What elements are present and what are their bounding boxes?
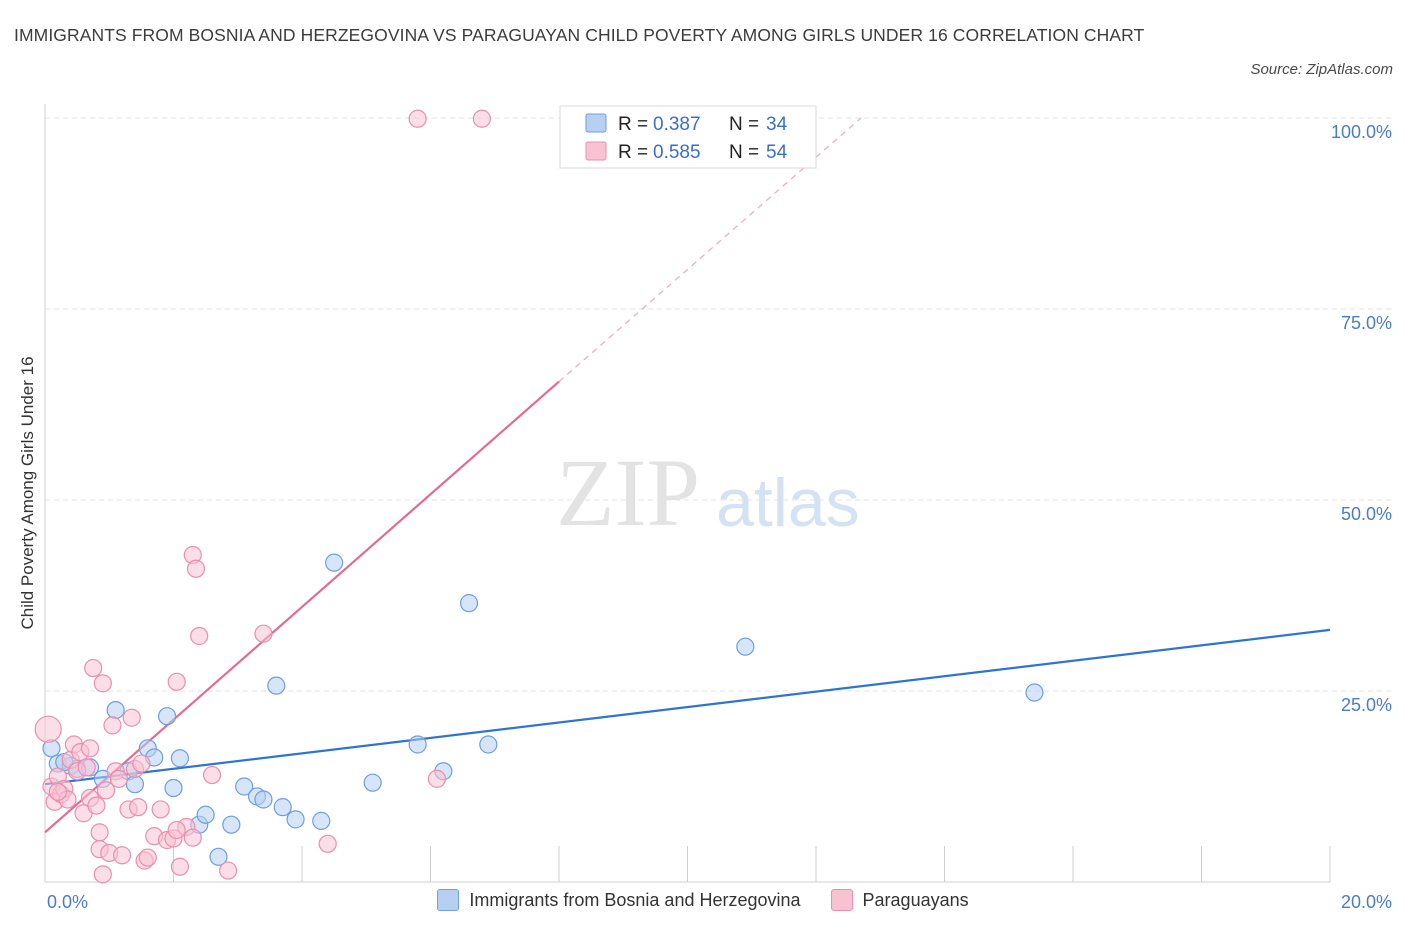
point-paraguayans — [254, 624, 273, 643]
watermark-atlas: atlas — [716, 465, 860, 541]
legend-label-bosnia: Immigrants from Bosnia and Herzegovina — [469, 889, 801, 910]
point-bosnia — [736, 637, 755, 656]
trend-line-bosnia — [44, 628, 1331, 786]
point-bosnia — [312, 811, 331, 830]
series-legend: Immigrants from Bosnia and Herzegovina P… — [0, 889, 1406, 911]
point-paraguayans — [34, 715, 62, 743]
point-bosnia — [408, 735, 427, 754]
x-tick-label: 20.0% — [1341, 892, 1392, 912]
data-points — [34, 109, 1044, 884]
point-paraguayans — [408, 109, 427, 128]
point-paraguayans — [132, 754, 151, 773]
stat-n-label-1: N = — [729, 114, 759, 135]
point-paraguayans — [103, 716, 122, 735]
point-bosnia — [479, 735, 498, 754]
point-paraguayans — [109, 769, 128, 788]
point-paraguayans — [151, 800, 170, 819]
watermark-zip: ZIP — [556, 439, 700, 546]
point-paraguayans — [112, 846, 132, 865]
point-paraguayans — [167, 820, 186, 840]
watermark: ZIP atlas — [556, 439, 860, 546]
stat-n-value-2: 54 — [766, 142, 788, 163]
point-paraguayans — [87, 796, 106, 815]
point-bosnia — [273, 798, 292, 817]
point-paraguayans — [96, 781, 116, 800]
y-tick-label: 100.0% — [1331, 122, 1392, 142]
point-paraguayans — [186, 559, 206, 578]
x-tick-label: 0.0% — [47, 892, 88, 912]
point-bosnia — [254, 790, 273, 809]
point-paraguayans — [170, 857, 190, 876]
chart-title: IMMIGRANTS FROM BOSNIA AND HERZEGOVINA V… — [14, 25, 1145, 45]
point-paraguayans — [167, 672, 186, 691]
point-paraguayans — [219, 861, 238, 880]
point-paraguayans — [318, 834, 337, 853]
point-bosnia — [325, 553, 344, 572]
point-paraguayans — [472, 109, 491, 128]
y-tick-label: 50.0% — [1341, 504, 1392, 524]
point-paraguayans — [80, 739, 100, 758]
point-bosnia — [164, 778, 183, 798]
point-bosnia — [267, 676, 286, 695]
legend-label-paraguayans: Paraguayans — [862, 889, 969, 910]
point-bosnia — [157, 707, 177, 726]
point-bosnia — [363, 773, 382, 792]
point-paraguayans — [129, 798, 148, 817]
stat-n-value-1: 34 — [766, 114, 788, 135]
point-bosnia — [459, 594, 479, 613]
source-label: Source: ZipAtlas.com — [1250, 61, 1393, 78]
point-paraguayans — [122, 708, 141, 727]
point-bosnia — [106, 700, 125, 720]
point-paraguayans — [93, 674, 112, 693]
legend-swatch-pink — [830, 889, 853, 911]
point-bosnia — [196, 805, 215, 824]
point-bosnia — [209, 847, 228, 866]
grid-lines — [45, 117, 1392, 692]
stat-r-label-2: R = — [618, 142, 648, 163]
point-paraguayans — [84, 658, 103, 678]
stat-r-value-1: 0.387 — [653, 114, 701, 135]
point-paraguayans — [77, 758, 96, 777]
point-paraguayans — [202, 765, 222, 785]
y-tick-label: 25.0% — [1341, 695, 1392, 715]
point-paraguayans — [48, 782, 67, 801]
stats-legend-box: R = 0.387 N = 34 R = 0.585 N = 54 — [559, 105, 817, 169]
point-bosnia — [222, 815, 241, 834]
point-paraguayans — [183, 828, 202, 847]
point-paraguayans — [190, 626, 209, 646]
point-bosnia — [125, 775, 145, 794]
legend-swatch-blue — [437, 889, 460, 911]
point-bosnia — [235, 777, 254, 796]
stat-r-value-2: 0.585 — [653, 142, 701, 163]
legend-item-paraguayans[interactable]: Paraguayans — [830, 889, 969, 911]
y-tick-label: 75.0% — [1341, 313, 1392, 333]
point-bosnia — [1025, 683, 1044, 702]
point-paraguayans — [427, 769, 447, 788]
tick-labels: 25.0% 50.0% 75.0% 100.0% 0.0% 20.0% — [47, 122, 1392, 912]
stat-n-label-2: N = — [729, 142, 759, 163]
point-bosnia — [286, 810, 305, 829]
stat-r-label-1: R = — [618, 114, 648, 135]
stats-swatch-pink — [585, 141, 607, 161]
stats-swatch-blue — [585, 113, 607, 133]
legend-item-bosnia[interactable]: Immigrants from Bosnia and Herzegovina — [437, 889, 801, 911]
point-bosnia — [170, 749, 190, 768]
point-paraguayans — [138, 848, 157, 867]
point-paraguayans — [90, 823, 109, 842]
trend-line-paraguayans — [44, 380, 560, 834]
point-paraguayans — [93, 865, 112, 884]
